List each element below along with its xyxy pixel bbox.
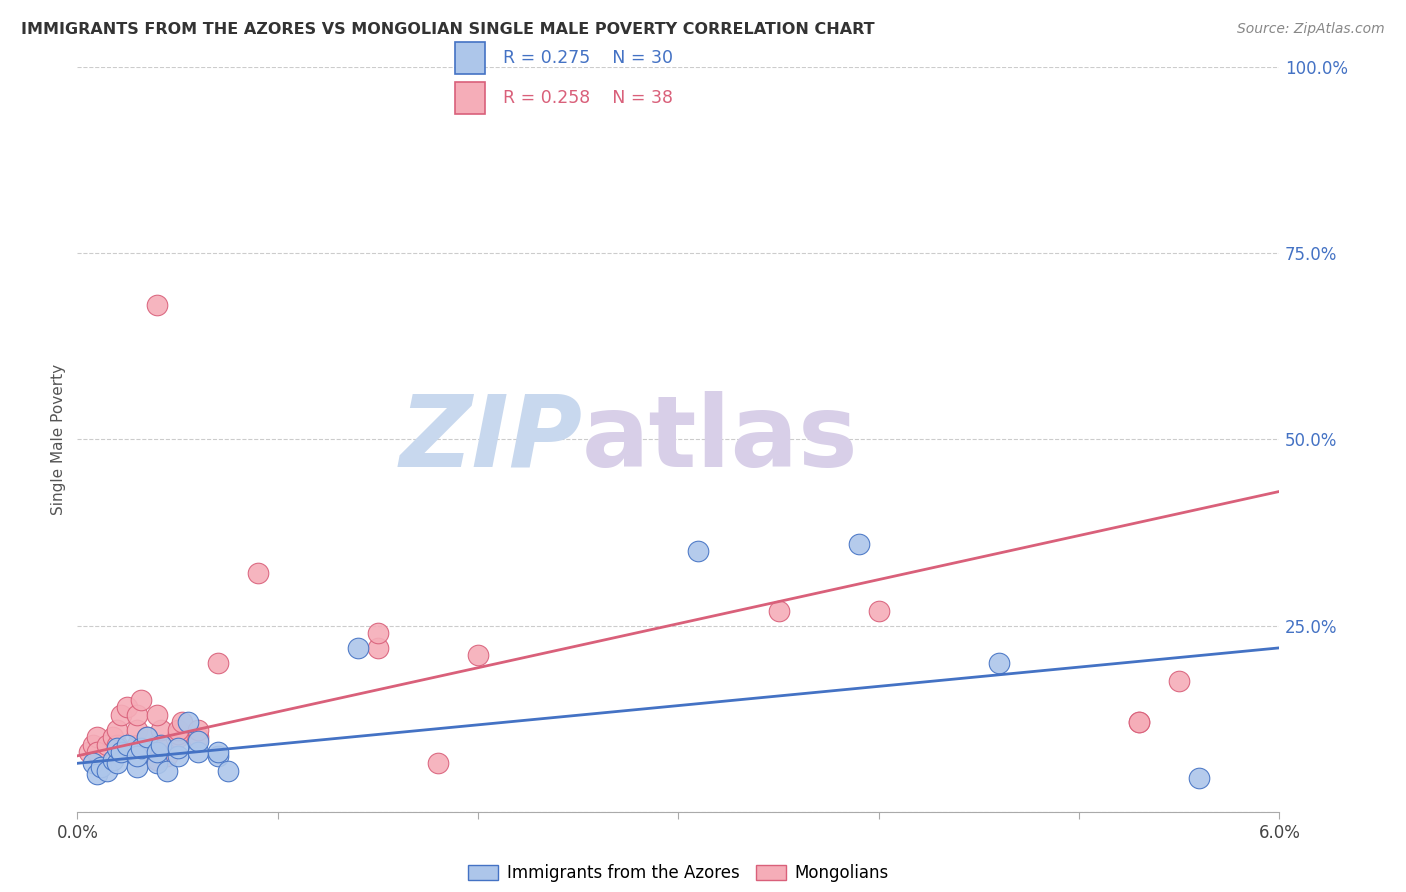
Point [79, 745, 101, 759]
Point [82, 738, 104, 752]
Point [427, 756, 450, 771]
Point [82, 756, 104, 771]
Point [217, 764, 239, 778]
Point [136, 730, 159, 744]
Point [103, 753, 125, 767]
Point [1128, 715, 1150, 730]
Point [131, 741, 153, 756]
Point [1168, 674, 1191, 689]
Point [156, 764, 179, 778]
Point [103, 730, 125, 744]
Point [146, 738, 169, 752]
Point [146, 756, 169, 771]
Point [110, 745, 132, 759]
Point [107, 756, 129, 771]
Point [127, 760, 149, 774]
Point [367, 640, 389, 655]
Point [868, 604, 890, 618]
Point [187, 734, 209, 748]
Point [367, 626, 389, 640]
Point [207, 748, 229, 763]
Text: Source: ZipAtlas.com: Source: ZipAtlas.com [1237, 22, 1385, 37]
Point [688, 544, 710, 558]
Point [166, 730, 188, 744]
Point [146, 707, 169, 722]
Point [187, 745, 209, 759]
Point [166, 723, 188, 737]
Point [110, 707, 132, 722]
Point [107, 723, 129, 737]
Point [90, 760, 112, 774]
Point [166, 741, 188, 756]
Point [848, 536, 870, 550]
Point [207, 656, 229, 670]
Point [187, 723, 209, 737]
Text: R = 0.258    N = 38: R = 0.258 N = 38 [503, 89, 673, 107]
Legend: Immigrants from the Azores, Mongolians: Immigrants from the Azores, Mongolians [461, 858, 896, 889]
Text: R = 0.275    N = 30: R = 0.275 N = 30 [503, 49, 673, 67]
Point [127, 738, 149, 752]
Text: IMMIGRANTS FROM THE AZORES VS MONGOLIAN SINGLE MALE POVERTY CORRELATION CHART: IMMIGRANTS FROM THE AZORES VS MONGOLIAN … [21, 22, 875, 37]
Point [131, 693, 153, 707]
Point [107, 741, 129, 756]
Point [246, 566, 269, 581]
Point [127, 723, 149, 737]
Y-axis label: Single Male Poverty: Single Male Poverty [51, 364, 66, 515]
Point [170, 715, 193, 730]
Point [96, 738, 118, 752]
Point [146, 753, 169, 767]
Point [156, 748, 179, 763]
Point [117, 700, 139, 714]
Point [107, 738, 129, 752]
Point [150, 738, 173, 752]
Point [86, 767, 108, 781]
Point [467, 648, 489, 663]
Point [768, 604, 790, 618]
Point [86, 730, 108, 744]
Point [187, 730, 209, 744]
Point [127, 707, 149, 722]
FancyBboxPatch shape [456, 82, 485, 114]
Text: atlas: atlas [582, 391, 859, 488]
Point [136, 730, 159, 744]
Point [146, 745, 169, 759]
Point [1128, 715, 1150, 730]
Point [166, 748, 188, 763]
Point [207, 745, 229, 759]
Text: ZIP: ZIP [399, 391, 582, 488]
Point [127, 748, 149, 763]
Point [988, 656, 1011, 670]
Point [117, 738, 139, 752]
FancyBboxPatch shape [456, 42, 485, 74]
Point [96, 764, 118, 778]
Point [166, 726, 188, 740]
Point [347, 640, 370, 655]
Point [1188, 771, 1211, 785]
Point [150, 723, 173, 737]
Point [146, 298, 169, 312]
Point [176, 715, 198, 730]
Point [86, 745, 108, 759]
